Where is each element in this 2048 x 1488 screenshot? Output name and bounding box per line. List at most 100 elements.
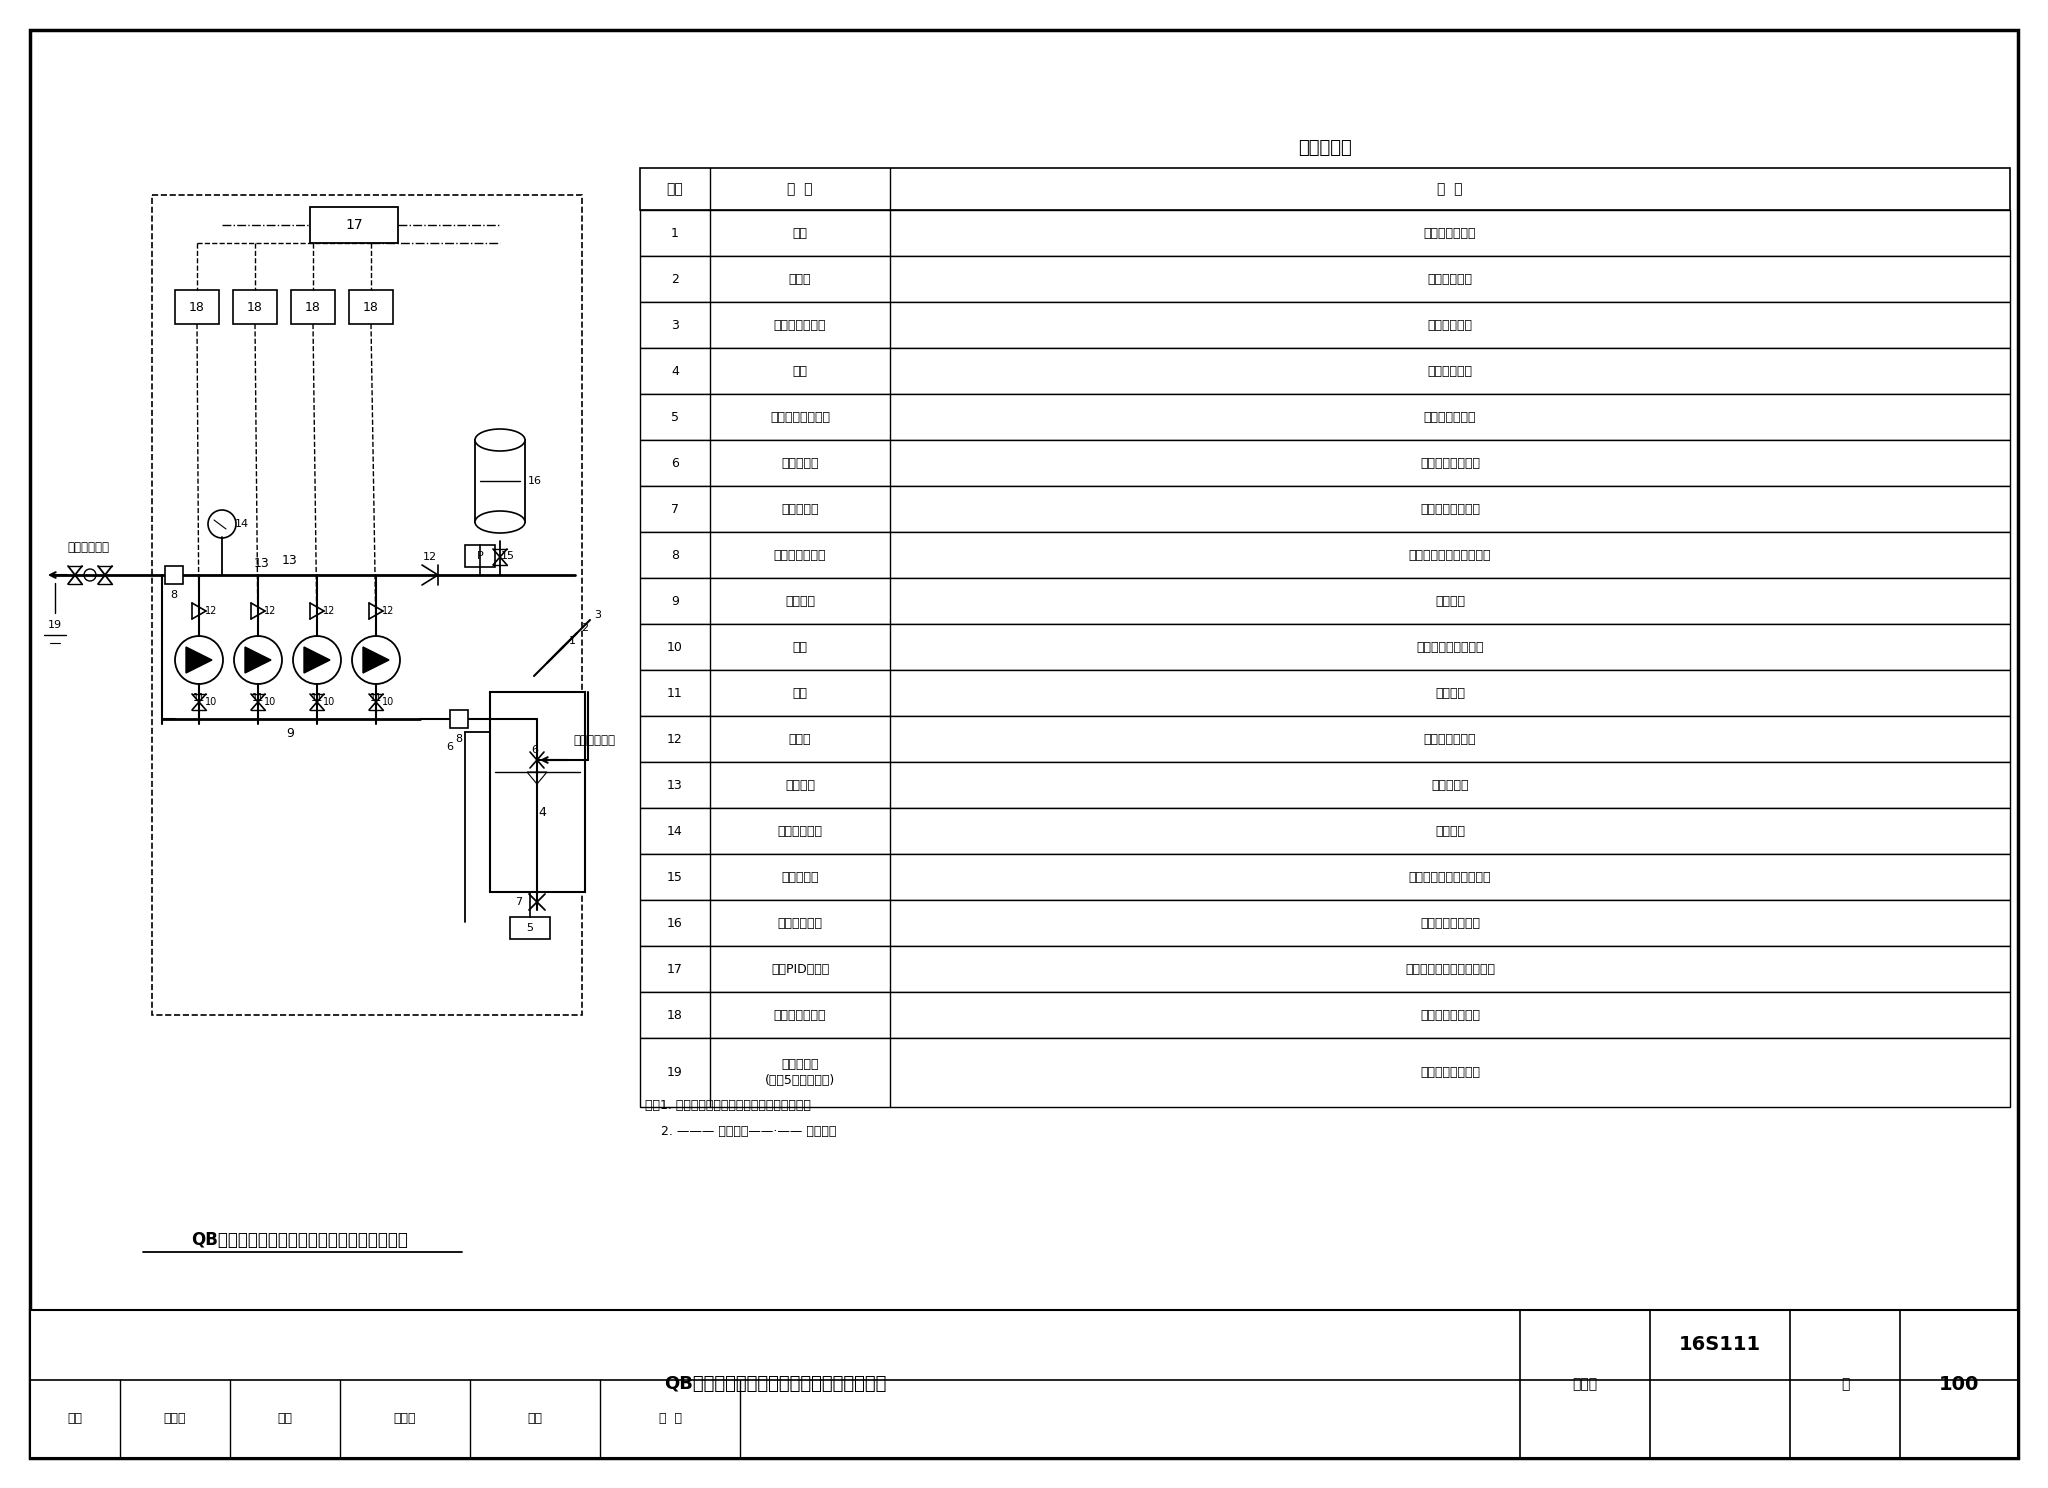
Text: 12: 12: [264, 606, 276, 616]
Text: 14: 14: [236, 519, 250, 530]
Text: 防止压力水回流: 防止压力水回流: [1423, 732, 1477, 745]
Text: 页: 页: [1841, 1376, 1849, 1391]
Text: 10: 10: [324, 696, 336, 707]
Text: 阀门: 阀门: [793, 226, 807, 240]
Text: 11: 11: [668, 686, 682, 699]
Text: 17: 17: [346, 219, 362, 232]
Text: 19: 19: [668, 1065, 682, 1079]
Text: 6: 6: [530, 745, 539, 754]
Text: 名  称: 名 称: [786, 182, 813, 196]
Bar: [641, 900, 2009, 946]
Text: 1: 1: [672, 226, 680, 240]
Bar: [489, 692, 586, 891]
Bar: [641, 210, 2009, 256]
Text: 检测设备出水管供水压力: 检测设备出水管供水压力: [1409, 870, 1491, 884]
Bar: [641, 348, 2009, 394]
Text: 9: 9: [287, 726, 295, 740]
Bar: [348, 290, 393, 324]
Text: 12: 12: [205, 606, 217, 616]
Bar: [451, 710, 469, 728]
Text: 电接点压力表: 电接点压力表: [778, 824, 823, 838]
Bar: [641, 168, 2009, 210]
Text: 7: 7: [516, 897, 522, 908]
Text: 18: 18: [668, 1009, 682, 1021]
Text: 18: 18: [248, 301, 262, 314]
Bar: [510, 917, 551, 939]
Bar: [465, 545, 496, 567]
Text: 水泵吸水: 水泵吸水: [1436, 595, 1464, 607]
Text: 13: 13: [254, 557, 270, 570]
Text: 数字集成变频器: 数字集成变频器: [774, 1009, 825, 1021]
Text: 注：1. 图中虚线框内为厂家成套设备供货范围。: 注：1. 图中虚线框内为厂家成套设备供货范围。: [645, 1100, 811, 1112]
Text: 12: 12: [381, 606, 393, 616]
Bar: [641, 256, 2009, 302]
Text: 11: 11: [311, 693, 324, 702]
Polygon shape: [362, 647, 389, 673]
Bar: [641, 577, 2009, 623]
Text: 控制水泵变频运行: 控制水泵变频运行: [1419, 1009, 1481, 1021]
Text: 图集号: 图集号: [1573, 1376, 1597, 1391]
Text: 10: 10: [668, 640, 682, 653]
Bar: [641, 487, 2009, 533]
Text: 水泵进、出水控制阀: 水泵进、出水控制阀: [1417, 640, 1483, 653]
Bar: [641, 992, 2009, 1039]
Text: 16S111: 16S111: [1679, 1336, 1761, 1354]
Text: 8: 8: [170, 591, 178, 600]
Text: 7: 7: [672, 503, 680, 515]
Bar: [233, 290, 276, 324]
Text: 吴海林: 吴海林: [164, 1412, 186, 1426]
Text: 施  炜: 施 炜: [659, 1412, 682, 1426]
Bar: [641, 670, 2009, 716]
Text: 水箱: 水箱: [793, 365, 807, 378]
Text: 12: 12: [424, 552, 436, 562]
Bar: [641, 808, 2009, 854]
Text: 止回阀: 止回阀: [788, 732, 811, 745]
Text: 10: 10: [381, 696, 393, 707]
Text: 审核: 审核: [68, 1412, 82, 1426]
Text: 智能控制，参数设定及显示: 智能控制，参数设定及显示: [1405, 963, 1495, 976]
Bar: [174, 290, 219, 324]
Text: 液压水位控制阀: 液压水位控制阀: [774, 318, 825, 332]
Text: 保持系统压力稳定: 保持系统压力稳定: [1419, 917, 1481, 930]
Bar: [641, 533, 2009, 577]
Text: 16: 16: [528, 476, 543, 487]
Text: 超压保护: 超压保护: [1436, 824, 1464, 838]
Text: 11: 11: [193, 693, 205, 702]
Text: 19: 19: [47, 620, 61, 629]
Text: 18: 18: [188, 301, 205, 314]
Bar: [152, 195, 582, 1015]
Text: 10: 10: [205, 696, 217, 707]
Text: 11: 11: [371, 693, 383, 702]
Text: 可曲挠橡胶接头: 可曲挠橡胶接头: [774, 549, 825, 561]
Text: 接自供水管网: 接自供水管网: [573, 734, 614, 747]
Text: 增压供水: 增压供水: [1436, 686, 1464, 699]
Text: 消毒器接口
(序号5未设置时用): 消毒器接口 (序号5未设置时用): [764, 1058, 836, 1086]
Text: 4: 4: [539, 805, 547, 818]
Bar: [31, 1309, 2017, 1458]
Text: 15: 15: [502, 551, 514, 561]
Text: 11: 11: [252, 693, 264, 702]
Text: 5: 5: [526, 923, 532, 933]
Text: QB系列全变频恒压供水设备组成及控制原理: QB系列全变频恒压供水设备组成及控制原理: [664, 1375, 887, 1393]
Bar: [641, 946, 2009, 992]
Text: 主要部件表: 主要部件表: [1298, 138, 1352, 158]
Text: 隔膜式气压罐: 隔膜式气压罐: [778, 917, 823, 930]
Bar: [641, 440, 2009, 487]
Text: 2: 2: [582, 623, 588, 632]
Text: 压力传感器: 压力传感器: [780, 870, 819, 884]
Ellipse shape: [475, 429, 524, 451]
Text: 水箱进水控制阀: 水箱进水控制阀: [1423, 226, 1477, 240]
Text: 16: 16: [668, 917, 682, 930]
Text: 供用户用水: 供用户用水: [1432, 778, 1468, 792]
Text: 2: 2: [672, 272, 680, 286]
Bar: [641, 854, 2009, 900]
Text: 用  途: 用 途: [1438, 182, 1462, 196]
Text: 5: 5: [672, 411, 680, 424]
Text: 校对: 校对: [276, 1412, 293, 1426]
Text: 3: 3: [594, 610, 602, 620]
Text: 8: 8: [455, 734, 463, 744]
Text: 3: 3: [672, 318, 680, 332]
Text: QB系列全变频恒压供水设备组成及控制原理图: QB系列全变频恒压供水设备组成及控制原理图: [193, 1231, 408, 1248]
Text: 13: 13: [283, 554, 297, 567]
Text: 过滤器: 过滤器: [788, 272, 811, 286]
